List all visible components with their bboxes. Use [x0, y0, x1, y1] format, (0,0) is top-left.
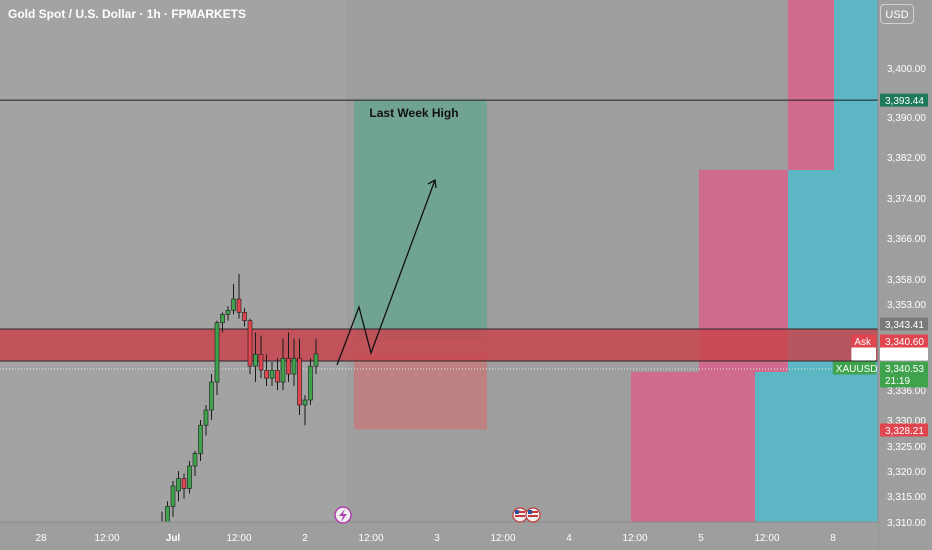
candle-body-9: [203, 409, 209, 426]
lightning-event-icon-bolt: [339, 509, 347, 522]
chart-title: Gold Spot / U.S. Dollar · 1h · FPMARKETS: [8, 7, 247, 21]
price-marker-1: [880, 317, 928, 331]
price-tick-label: 3,390.00: [887, 113, 926, 124]
candle-body-11: [214, 322, 220, 383]
candle-body-26: [297, 357, 302, 406]
price-marker-0: [880, 93, 928, 107]
candle-body-22: [275, 369, 280, 383]
candle-body-17: [247, 320, 253, 367]
us-flag-stripe-a-0: [515, 511, 525, 513]
price-marker-label-4: 3,340.53: [885, 364, 924, 375]
price-marker-label-0: 3,393.44: [885, 96, 924, 107]
time-tick-label: 4: [566, 533, 572, 544]
price-marker-label-1: 3,343.41: [885, 320, 924, 331]
pink-block-1: [631, 372, 755, 522]
session-shade: [0, 0, 347, 522]
us-flag-stripe-a-1: [528, 511, 538, 513]
us-flag-event-icon: [525, 507, 541, 523]
time-tick-label: 12:00: [94, 533, 119, 544]
price-tick-label: 3,315.00: [887, 492, 926, 503]
time-tick-label: 12:00: [622, 533, 647, 544]
candle-body-27: [302, 399, 308, 406]
teal-block-3: [834, 0, 878, 170]
time-tick-label: 12:00: [226, 533, 251, 544]
candle-body-13: [225, 309, 231, 315]
candle-body-3: [170, 485, 176, 507]
us-flag-stripe-b-1: [528, 515, 538, 517]
price-marker-label-5: 3,328.21: [885, 426, 924, 437]
candle-body-24: [286, 357, 291, 375]
currency-button[interactable]: USD: [880, 4, 914, 24]
price-tag-2: [851, 334, 876, 348]
time-tick-label: 3: [434, 533, 440, 544]
projection-path: [336, 179, 436, 366]
time-tick-label: 12:00: [358, 533, 383, 544]
price-marker-2: [880, 334, 928, 348]
us-flag-canton-0: [515, 510, 519, 514]
price-tick-label: 3,382.00: [887, 153, 926, 164]
last-week-high-label: Last Week High: [369, 106, 458, 120]
lightning-event-icon: [334, 506, 352, 524]
price-tag-4: [832, 361, 876, 375]
price-tick-label: 3,325.00: [887, 442, 926, 453]
candle-body-4: [176, 478, 181, 492]
price-marker-label-3: 3,340.53: [885, 350, 924, 361]
candle-body-18: [253, 353, 258, 367]
price-marker-label-2: 3,340.60: [885, 337, 924, 348]
price-marker-5: [880, 423, 928, 437]
us-flag-canton-1: [528, 510, 532, 514]
price-tag-label-3: Bid: [854, 350, 868, 361]
candle-body-12: [220, 314, 225, 324]
price-tag-label-2: Ask: [854, 337, 872, 348]
candle-body-28: [308, 365, 313, 401]
candle-body-29: [313, 353, 319, 367]
candle-body-16: [242, 312, 247, 321]
price-tick-label: 3,353.00: [887, 300, 926, 311]
time-tick-label: 12:00: [490, 533, 515, 544]
price-tick-label: 3,310.00: [887, 518, 926, 529]
time-tick-label: 8: [830, 533, 836, 544]
candle-body-7: [192, 453, 198, 467]
time-tick-label: Jul: [166, 533, 181, 544]
candle-body-10: [209, 381, 214, 411]
price-tick-label: 3,330.00: [887, 416, 926, 427]
time-tick-label: 2: [302, 533, 308, 544]
candle-body-20: [264, 369, 269, 379]
candle-body-19: [258, 353, 264, 371]
candle-body-25: [291, 357, 297, 375]
price-axis-panel: [878, 0, 932, 550]
candle-body-15: [236, 298, 242, 313]
price-marker-3: [880, 347, 928, 361]
time-tick-label: 28: [35, 533, 47, 544]
price-tag-3: [851, 347, 876, 361]
candle-body-14: [231, 298, 236, 311]
projection-arrowhead: [427, 178, 437, 189]
price-tick-label: 3,336.00: [887, 386, 926, 397]
us-flag-event-icon: [512, 507, 528, 523]
price-tag-label-4: XAUUSD: [836, 364, 878, 375]
time-tick-label: 12:00: [754, 533, 779, 544]
price-tick-label: 3,358.00: [887, 275, 926, 286]
price-marker-4: [880, 361, 928, 388]
candle-body-6: [187, 465, 192, 489]
price-tick-label: 3,374.00: [887, 194, 926, 205]
stop-box: [354, 354, 487, 430]
candle-body-21: [269, 369, 275, 379]
price-marker-sub-4: 21:19: [885, 376, 910, 387]
pink-block-3: [788, 0, 834, 170]
candle-body-5: [181, 478, 187, 489]
teal-block-1: [755, 372, 878, 522]
time-tick-label: 5: [698, 533, 704, 544]
candle-body-8: [198, 424, 203, 454]
us-flag-stripe-b-0: [515, 515, 525, 517]
time-axis-panel: [0, 522, 878, 550]
supply-zone: [0, 329, 878, 361]
candle-body-23: [280, 357, 286, 383]
price-tick-label: 3,400.00: [887, 64, 926, 75]
price-tick-label: 3,366.00: [887, 234, 926, 245]
price-tick-label: 3,320.00: [887, 467, 926, 478]
